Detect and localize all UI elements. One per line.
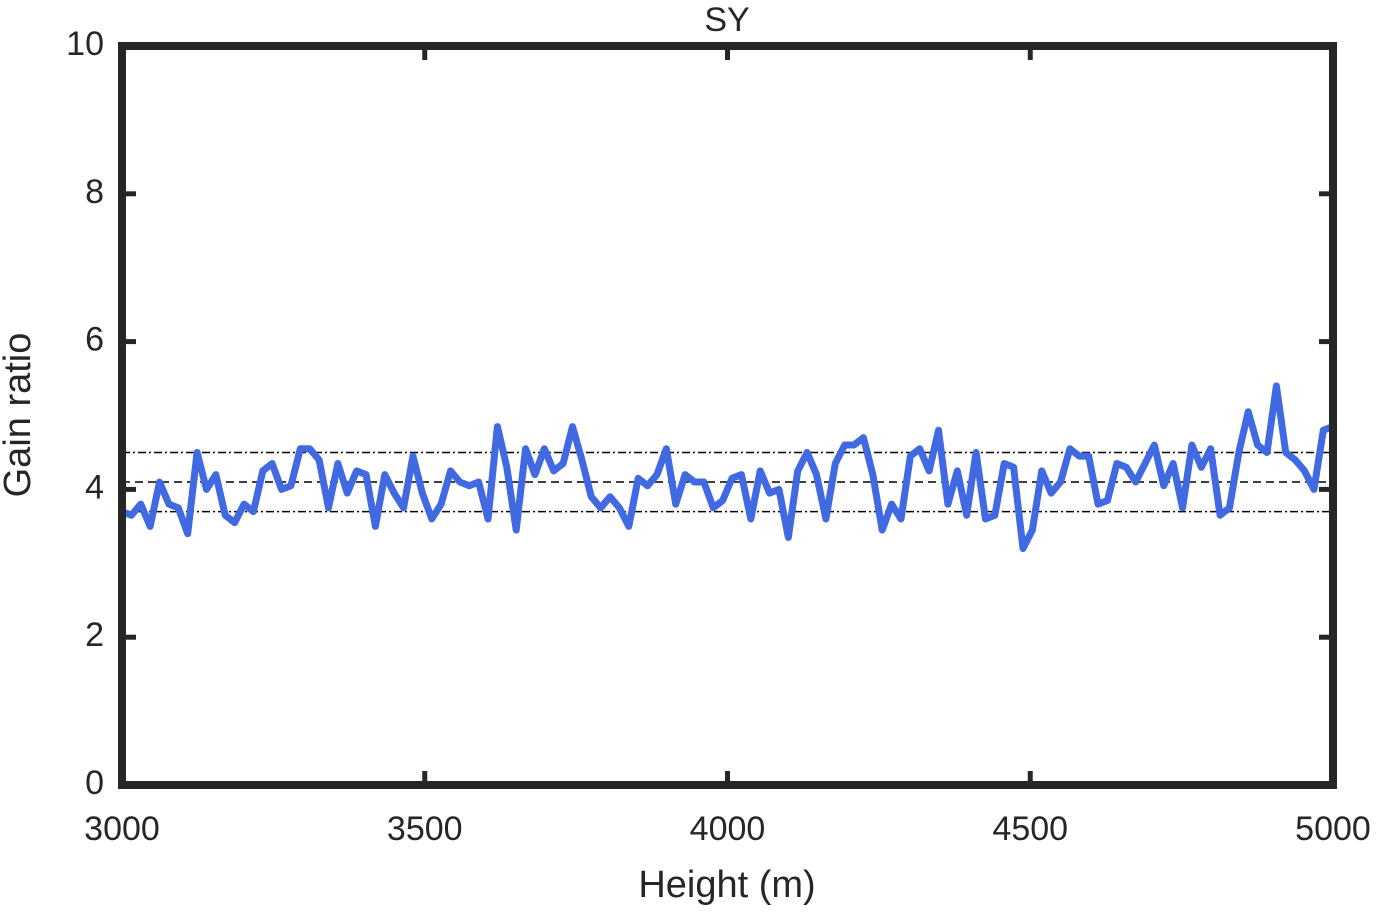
plot-frame [118, 42, 1337, 789]
y-tick-label: 4 [85, 468, 104, 506]
y-tick-label: 0 [85, 764, 104, 802]
data-line [120, 382, 1334, 553]
x-tick-label: 3500 [387, 810, 463, 848]
x-tick-label: 4000 [690, 810, 766, 848]
x-tick-label: 4500 [992, 810, 1068, 848]
x-tick-label: 3000 [84, 810, 160, 848]
x-axis-label: Height (m) [638, 864, 815, 906]
y-tick-label: 8 [85, 173, 104, 211]
y-axis-label: Gain ratio [0, 333, 39, 498]
chart-title: SY [704, 1, 749, 39]
y-tick-label: 2 [85, 616, 104, 654]
y-tick-label: 6 [85, 321, 104, 359]
x-tick-label: 5000 [1295, 810, 1371, 848]
y-tick-label: 10 [66, 25, 104, 63]
